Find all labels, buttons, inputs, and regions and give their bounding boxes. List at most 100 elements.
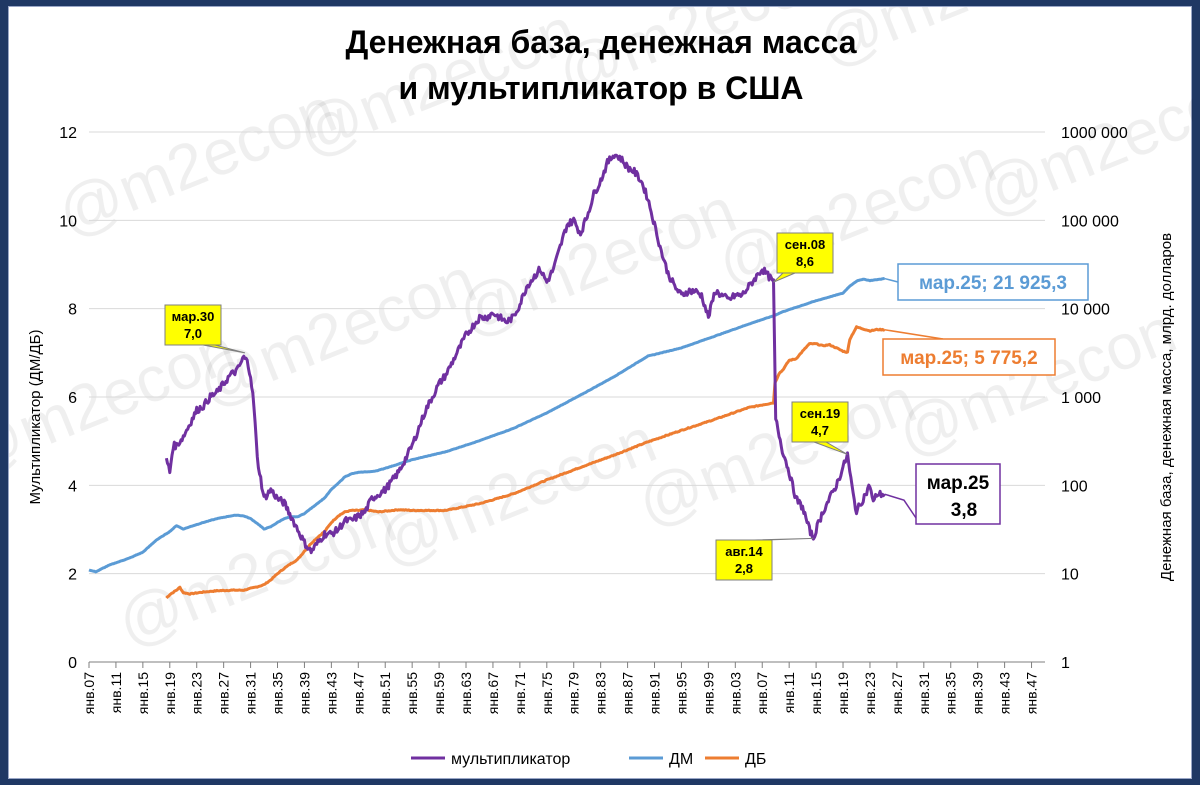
x-tick-label: янв.95 xyxy=(673,672,689,714)
x-tick-label: янв.39 xyxy=(296,672,312,714)
right-tick-label: 100 000 xyxy=(1061,213,1119,230)
right-tick-label: 1 xyxy=(1061,655,1070,672)
left-tick-label: 12 xyxy=(59,125,77,142)
x-tick-label: янв.15 xyxy=(808,672,824,714)
legend-item-db: ДБ xyxy=(705,751,766,768)
x-tick-label: янв.99 xyxy=(700,672,716,714)
gridlines xyxy=(89,131,1045,575)
right-tick-label: 1000 000 xyxy=(1061,125,1128,142)
callout-leader xyxy=(884,277,899,283)
callout-value: 3,8 xyxy=(951,500,977,521)
callout-label: мар.25; 21 925,3 xyxy=(919,273,1067,294)
x-tick-label: янв.07 xyxy=(81,672,97,714)
x-tick-label: янв.23 xyxy=(189,672,205,714)
x-tick-label: янв.35 xyxy=(943,672,959,714)
left-axis-label: Мультипликатор (ДМ/ДБ) xyxy=(27,329,44,504)
callout: авг.14 2,8 xyxy=(715,537,814,581)
x-tick-label: янв.11 xyxy=(108,672,124,713)
callout: сен.19 4,7 xyxy=(791,401,849,455)
x-tick-label: янв.71 xyxy=(512,672,528,714)
callout: мар.30 7,0 xyxy=(164,304,246,354)
callout-label: мар.25 xyxy=(927,473,990,494)
x-tick-label: янв.07 xyxy=(754,672,770,714)
left-tick-label: 8 xyxy=(68,302,77,319)
callout-label: мар.25; 5 775,2 xyxy=(900,348,1037,369)
callout-box xyxy=(776,232,834,274)
callout-label: сен.19 xyxy=(800,406,840,421)
series-line-multiplier xyxy=(164,153,886,555)
series-line-db xyxy=(165,325,886,600)
x-tick-label: янв.47 xyxy=(350,672,366,714)
left-axis-ticks: 0 2 4 6 8 10 12 xyxy=(59,125,77,672)
callout-box xyxy=(882,338,1056,376)
watermark-text: @m2econ xyxy=(887,294,1185,470)
right-tick-label: 1 000 xyxy=(1061,390,1101,407)
legend-item-multiplier: мультипликатор xyxy=(411,751,570,768)
x-tick-label: янв.79 xyxy=(566,672,582,714)
callout-box xyxy=(897,263,1089,301)
legend-label-multiplier: мультипликатор xyxy=(451,751,570,768)
callout-label: сен.08 xyxy=(785,237,825,252)
x-tick-label: янв.31 xyxy=(916,672,932,714)
x-tick-label: янв.19 xyxy=(162,672,178,714)
x-tick-label: янв.15 xyxy=(135,672,151,714)
x-tick-label: янв.19 xyxy=(835,672,851,714)
right-tick-label: 100 xyxy=(1061,478,1088,495)
callout-value: 7,0 xyxy=(184,326,202,341)
callout-leader xyxy=(884,328,944,340)
x-tick-label: янв.39 xyxy=(970,672,986,714)
legend: мультипликатор ДМ ДБ xyxy=(411,751,766,768)
right-axis-label: Денежная база, денежная масса, млрд. дол… xyxy=(1158,233,1175,581)
left-tick-label: 2 xyxy=(68,567,77,584)
right-axis-ticks: 1 10 100 1 000 10 000 100 000 1000 000 xyxy=(1061,125,1128,672)
callout-box xyxy=(791,401,849,443)
x-tick-label: янв.35 xyxy=(270,672,286,714)
x-tick-label: янв.75 xyxy=(539,672,555,714)
series-layer xyxy=(88,153,886,600)
annotations-layer: мар.30 7,0 сен.08 8,6 сен.19 4,7 авг.14 2,8 мар.… xyxy=(164,232,1089,581)
callout-leader xyxy=(884,493,917,519)
callout-label: мар.30 xyxy=(172,309,215,324)
right-tick-label: 10 000 xyxy=(1061,302,1110,319)
callout-value: 8,6 xyxy=(796,254,814,269)
right-tick-label: 10 xyxy=(1061,567,1079,584)
legend-label-dm: ДМ xyxy=(669,751,693,768)
series-line-dm xyxy=(88,277,885,574)
x-tick-label: янв.27 xyxy=(216,672,232,714)
x-tick-label: янв.87 xyxy=(620,672,636,714)
callout-value: 4,7 xyxy=(811,423,829,438)
x-tick-label: янв.47 xyxy=(1024,672,1040,714)
left-tick-label: 10 xyxy=(59,213,77,230)
callout-label: авг.14 xyxy=(725,544,763,559)
watermark-text: @m2econ xyxy=(187,244,485,420)
callout-value: 2,8 xyxy=(735,561,753,576)
x-tick-label: янв.11 xyxy=(781,672,797,713)
callout-box xyxy=(164,304,222,346)
chart-frame: @m2econ @m2econ @m2econ @m2econ @m2econ @m2ec… xyxy=(8,6,1193,779)
x-tick-label: янв.63 xyxy=(458,672,474,714)
x-tick-label: янв.67 xyxy=(485,672,501,714)
x-axis-ticks: янв.07 янв.11 янв.15 янв.19 янв.23 янв.27 янв.… xyxy=(81,662,1040,714)
left-tick-label: 4 xyxy=(68,478,77,495)
watermark-text: @m2econ xyxy=(447,174,745,350)
x-tick-label: янв.91 xyxy=(647,672,663,714)
left-tick-label: 0 xyxy=(68,655,77,672)
x-tick-label: янв.23 xyxy=(862,672,878,714)
x-tick-label: янв.59 xyxy=(431,672,447,714)
x-tick-label: янв.03 xyxy=(727,672,743,714)
left-tick-label: 6 xyxy=(68,390,77,407)
callout: сен.08 8,6 xyxy=(773,232,834,283)
callout: мар.25; 5 775,2 xyxy=(882,328,1056,376)
x-tick-label: янв.83 xyxy=(593,672,609,714)
x-tick-label: янв.55 xyxy=(404,672,420,714)
x-tick-label: янв.31 xyxy=(243,672,259,714)
chart-title-line-2: и мультипликатор в США xyxy=(398,70,803,106)
legend-label-db: ДБ xyxy=(745,751,766,768)
callout-box xyxy=(715,539,773,581)
x-tick-label: янв.27 xyxy=(889,672,905,714)
chart-svg: @m2econ@m2econ@m2econ@m2econ@m2econ@m2ec… xyxy=(9,7,1193,768)
legend-item-dm: ДМ xyxy=(629,751,693,768)
callout: мар.25; 21 925,3 xyxy=(884,263,1089,301)
callout-box xyxy=(915,463,1001,525)
chart-title-line-1: Денежная база, денежная масса xyxy=(345,24,856,60)
